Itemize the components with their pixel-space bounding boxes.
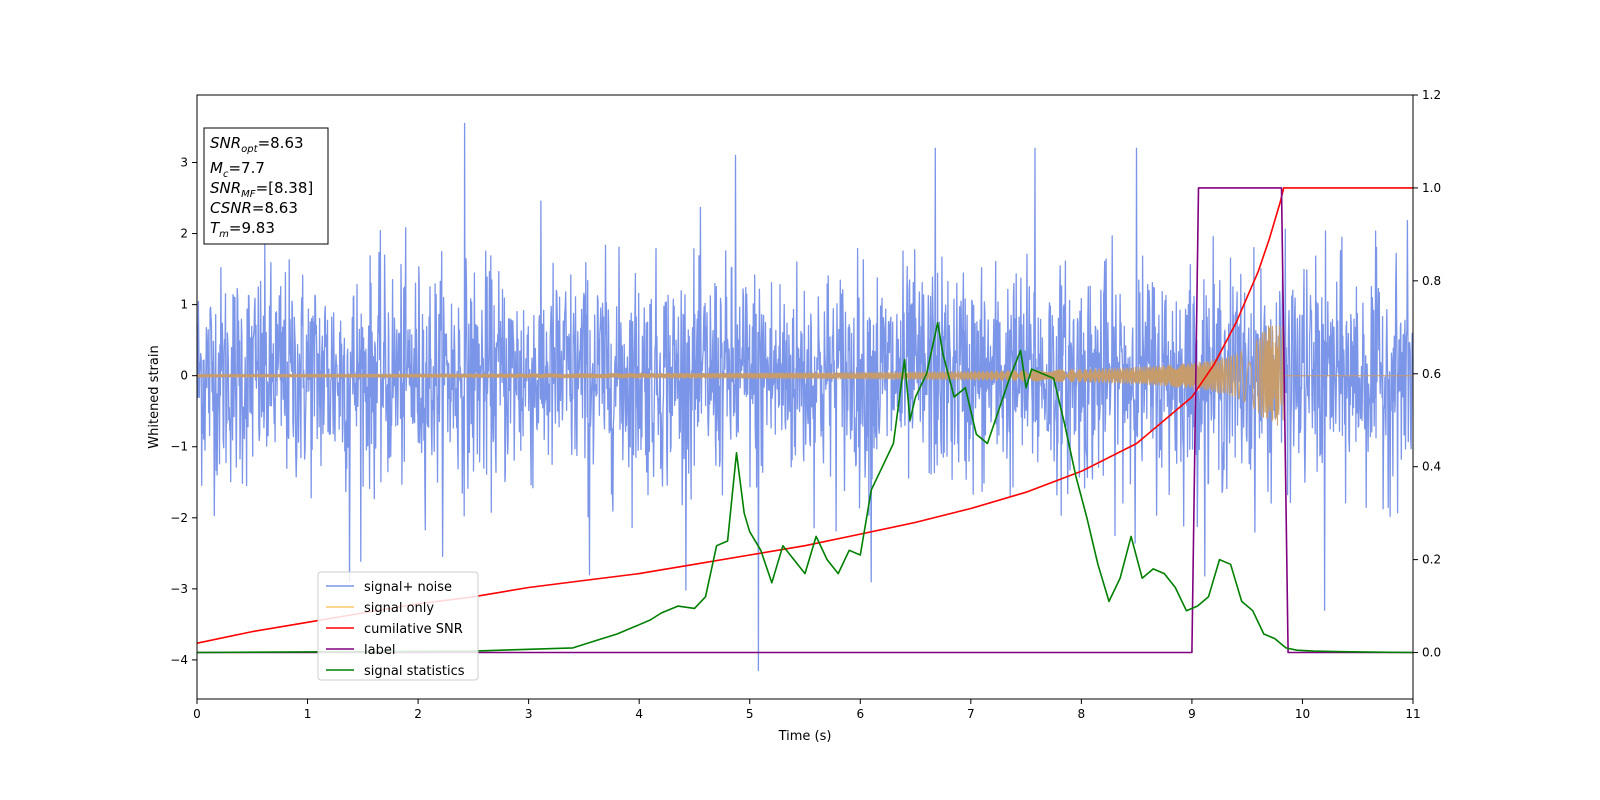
- legend-label: signal statistics: [364, 664, 465, 679]
- legend-label: signal+ noise: [364, 580, 452, 595]
- y-tick-label: 1: [180, 298, 188, 312]
- y2-tick-label: 0.2: [1422, 553, 1441, 567]
- y2-tick-label: 1.0: [1422, 181, 1441, 195]
- y2-tick-label: 0.8: [1422, 274, 1441, 288]
- y-tick-label: 0: [180, 369, 188, 383]
- legend-label: label: [364, 643, 395, 658]
- y2-tick-label: 0.0: [1422, 646, 1441, 660]
- x-tick-label: 11: [1405, 707, 1420, 721]
- y-axis-right: 1.2 1.0 0.8 0.6 0.4 0.2 0.0: [1413, 88, 1441, 660]
- legend-label: signal only: [364, 601, 434, 616]
- y2-tick-label: 1.2: [1422, 88, 1441, 102]
- x-tick-label: 9: [1188, 707, 1196, 721]
- y2-tick-label: 0.6: [1422, 367, 1441, 381]
- legend-label: cumilative SNR: [364, 622, 463, 637]
- legend-frame: [317, 571, 479, 681]
- plot-frame: [196, 94, 1414, 700]
- info-box: SNRopt=8.63 Mc=7.7 SNRMF=[8.38] CSNR=8.6…: [203, 127, 329, 245]
- x-tick-label: 6: [856, 707, 864, 721]
- y-tick-label: −1: [170, 440, 188, 454]
- y2-tick-label: 0.4: [1422, 460, 1441, 474]
- x-axis-label: Time (s): [778, 729, 832, 744]
- series-signal-noise: [197, 122, 1413, 672]
- info-box-frame: [203, 127, 329, 245]
- info-snr-opt: SNRopt=8.63: [210, 134, 304, 155]
- y-tick-label: 2: [180, 227, 188, 241]
- y-tick-label: 3: [180, 156, 188, 170]
- info-tm: Tm=9.83: [210, 219, 275, 240]
- y-tick-label: −4: [170, 653, 188, 667]
- info-csnr: CSNR=8.63: [210, 199, 298, 217]
- x-tick-label: 7: [967, 707, 975, 721]
- info-snr-mf: SNRMF=[8.38]: [210, 179, 313, 200]
- y-tick-label: −3: [170, 582, 188, 596]
- x-axis: 0 1 2 3 4 5 6 7 8 9 10 11: [193, 699, 1421, 721]
- x-tick-label: 4: [635, 707, 643, 721]
- x-tick-label: 8: [1078, 707, 1086, 721]
- y-axis-left: 3 2 1 0 −1 −2 −3 −4: [170, 156, 197, 667]
- x-tick-label: 1: [304, 707, 312, 721]
- info-mc: Mc=7.7: [210, 159, 265, 180]
- series-label: [197, 187, 1413, 654]
- series-signal-only: [197, 325, 1413, 426]
- y-axis-label: Whitened strain: [147, 345, 162, 448]
- y-tick-label: −2: [170, 511, 188, 525]
- x-tick-label: 2: [414, 707, 422, 721]
- legend: signal+ noise signal only cumilative SNR la…: [317, 571, 479, 681]
- x-tick-label: 10: [1295, 707, 1310, 721]
- x-tick-label: 5: [746, 707, 754, 721]
- x-tick-label: 3: [525, 707, 533, 721]
- x-tick-label: 0: [193, 707, 201, 721]
- series-signal-statistics: [197, 321, 1413, 654]
